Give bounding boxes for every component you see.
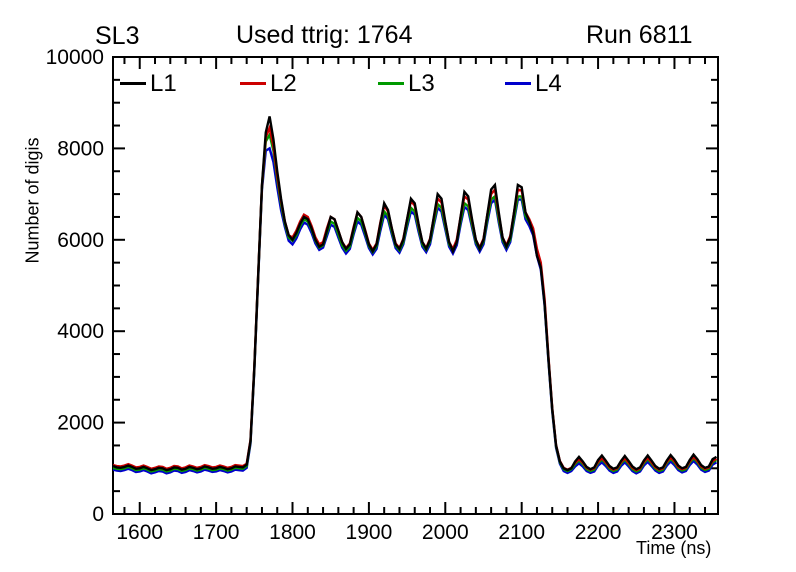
header-left-sl-label: SL3 bbox=[95, 22, 140, 50]
y-tick-label: 0 bbox=[92, 503, 104, 526]
series-line-l4 bbox=[113, 146, 718, 475]
series-line-l3 bbox=[113, 131, 718, 473]
x-tick-label: 2300 bbox=[651, 521, 698, 544]
y-tick-label: 8000 bbox=[57, 137, 104, 160]
x-tick-label: 2200 bbox=[575, 521, 622, 544]
x-tick-label: 1600 bbox=[116, 521, 163, 544]
legend-label-l4: L4 bbox=[535, 70, 562, 97]
plot-frame bbox=[112, 56, 719, 515]
header-title-ttrig: Used ttrig: 1764 bbox=[236, 21, 413, 49]
legend-label-l2: L2 bbox=[270, 70, 297, 97]
legend-swatch-l2 bbox=[240, 82, 266, 85]
legend-label-l3: L3 bbox=[408, 70, 435, 97]
x-tick-label: 1900 bbox=[346, 521, 393, 544]
x-axis-title: Time (ns) bbox=[636, 538, 712, 558]
y-tick-label: 2000 bbox=[57, 412, 104, 435]
x-tick-label: 2100 bbox=[498, 521, 545, 544]
series-line-l2 bbox=[113, 123, 718, 472]
x-tick-label: 1700 bbox=[193, 521, 240, 544]
series-line-l1 bbox=[113, 116, 718, 472]
legend-swatch-l4 bbox=[505, 82, 531, 85]
y-tick-label: 10000 bbox=[46, 46, 104, 69]
legend-label-l1: L1 bbox=[150, 70, 177, 97]
y-tick-label: 6000 bbox=[57, 229, 104, 252]
x-tick-label: 2000 bbox=[422, 521, 469, 544]
legend-swatch-l3 bbox=[378, 82, 404, 85]
legend-swatch-l1 bbox=[120, 82, 146, 85]
y-tick-label: 4000 bbox=[57, 320, 104, 343]
header-right-run-label: Run 6811 bbox=[586, 21, 693, 49]
x-tick-label: 1800 bbox=[269, 521, 316, 544]
